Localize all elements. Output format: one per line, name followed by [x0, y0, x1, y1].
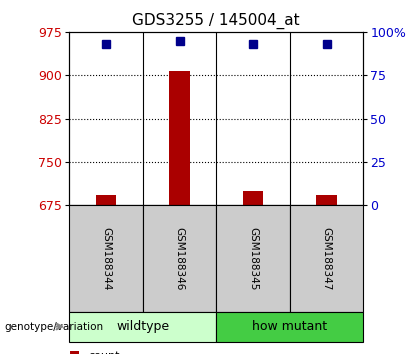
Text: wildtype: wildtype: [116, 320, 169, 333]
Bar: [96, 195, 116, 205]
Bar: [243, 191, 263, 205]
Text: GSM188344: GSM188344: [101, 227, 111, 290]
Text: GSM188346: GSM188346: [175, 227, 184, 290]
Text: how mutant: how mutant: [252, 320, 327, 333]
Text: ■: ■: [69, 349, 80, 354]
Text: GSM188347: GSM188347: [322, 227, 331, 290]
Bar: [316, 195, 337, 205]
Text: genotype/variation: genotype/variation: [4, 321, 103, 332]
Title: GDS3255 / 145004_at: GDS3255 / 145004_at: [132, 13, 300, 29]
Bar: [169, 70, 190, 205]
Text: GSM188345: GSM188345: [248, 227, 258, 290]
Text: count: count: [88, 351, 120, 354]
